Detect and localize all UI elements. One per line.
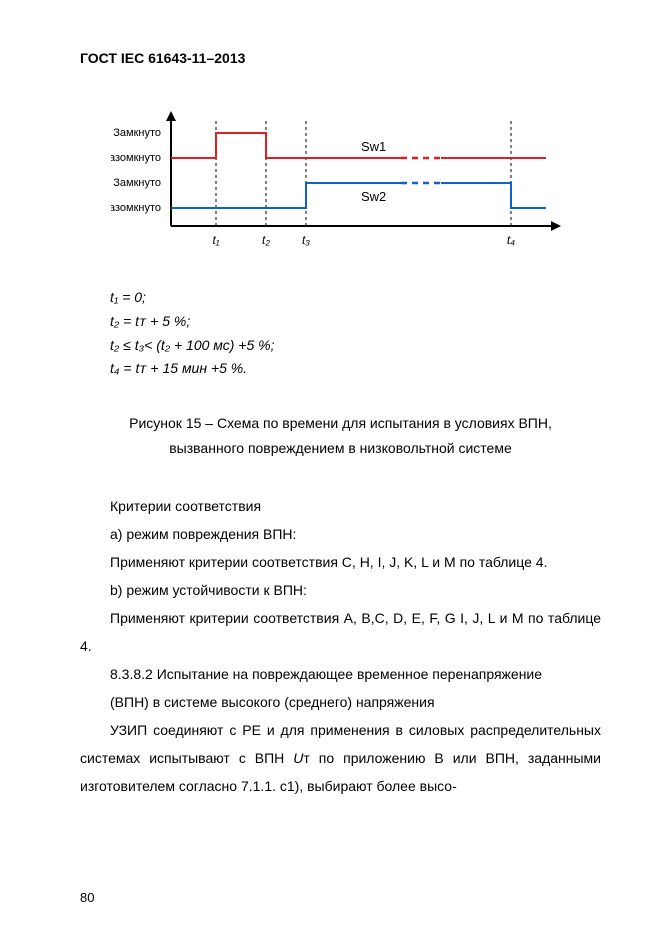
para-b-text: Применяют критерии соответствия А, В,С, … [80, 604, 601, 660]
para-uzip-uvar: U [293, 750, 303, 766]
label-sw2: Sw2 [361, 189, 386, 204]
para-b: b) режим устойчивости к ВПН: [80, 576, 601, 604]
para-8382-l1: 8.3.8.2 Испытание на повреждающее времен… [80, 660, 601, 688]
y-axis-arrow [166, 111, 176, 121]
body-text: Критерии соответствия а) режим поврежден… [80, 492, 601, 800]
caption-line-1: Рисунок 15 – Схема по времени для испыта… [80, 411, 601, 436]
formulas-block: t₁ = 0; t₂ = tᴛ + 5 %; t₂ ≤ t₃< (t₂ + 10… [110, 286, 601, 381]
xtick-t1: t₁ [212, 233, 219, 247]
ylabel-closed-1: Замкнуто [113, 127, 161, 139]
document-page: ГОСТ IEC 61643-11–2013 Замкнуто Разомкну… [0, 0, 661, 935]
label-sw1: Sw1 [361, 139, 386, 154]
para-uzip: УЗИП соединяют с РЕ и для применения в с… [80, 716, 601, 800]
page-number: 80 [80, 890, 94, 905]
timing-chart: Замкнуто Разомкнуто Замкнуто Разомкнуто [111, 106, 571, 266]
x-axis-arrow [551, 221, 561, 231]
formula-3: t₂ ≤ t₃< (t₂ + 100 мс) +5 %; [110, 334, 601, 358]
ylabel-open-1: Разомкнуто [111, 152, 161, 164]
para-a: а) режим повреждения ВПН: [80, 520, 601, 548]
formula-4: t₄ = tᴛ + 15 мин +5 %. [110, 357, 601, 381]
xtick-t3: t₃ [301, 233, 309, 247]
standard-header: ГОСТ IEC 61643-11–2013 [80, 50, 601, 66]
para-a-text: Применяют критерии соответствия С, Н, I,… [80, 548, 601, 576]
ylabel-open-2: Разомкнуто [111, 202, 161, 214]
caption-line-2: вызванного повреждением в низковольтной … [80, 436, 601, 461]
para-8382-l2: (ВПН) в системе высокого (среднего) напр… [80, 688, 601, 716]
figure-caption: Рисунок 15 – Схема по времени для испыта… [80, 411, 601, 461]
formula-2: t₂ = tᴛ + 5 %; [110, 310, 601, 334]
sw2-line-b [441, 183, 546, 208]
para-criteria-title: Критерии соответствия [80, 492, 601, 520]
xtick-t2: t₂ [262, 233, 270, 247]
ylabel-closed-2: Замкнуто [113, 177, 161, 189]
formula-1: t₁ = 0; [110, 286, 601, 310]
xtick-t4: t₄ [506, 233, 514, 247]
